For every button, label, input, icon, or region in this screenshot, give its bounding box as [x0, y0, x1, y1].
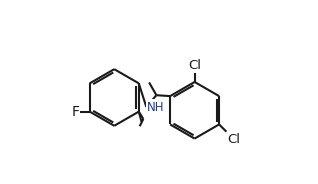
Text: Cl: Cl	[188, 59, 201, 72]
Text: NH: NH	[147, 101, 165, 114]
Text: F: F	[71, 105, 79, 119]
Text: Cl: Cl	[227, 133, 240, 146]
